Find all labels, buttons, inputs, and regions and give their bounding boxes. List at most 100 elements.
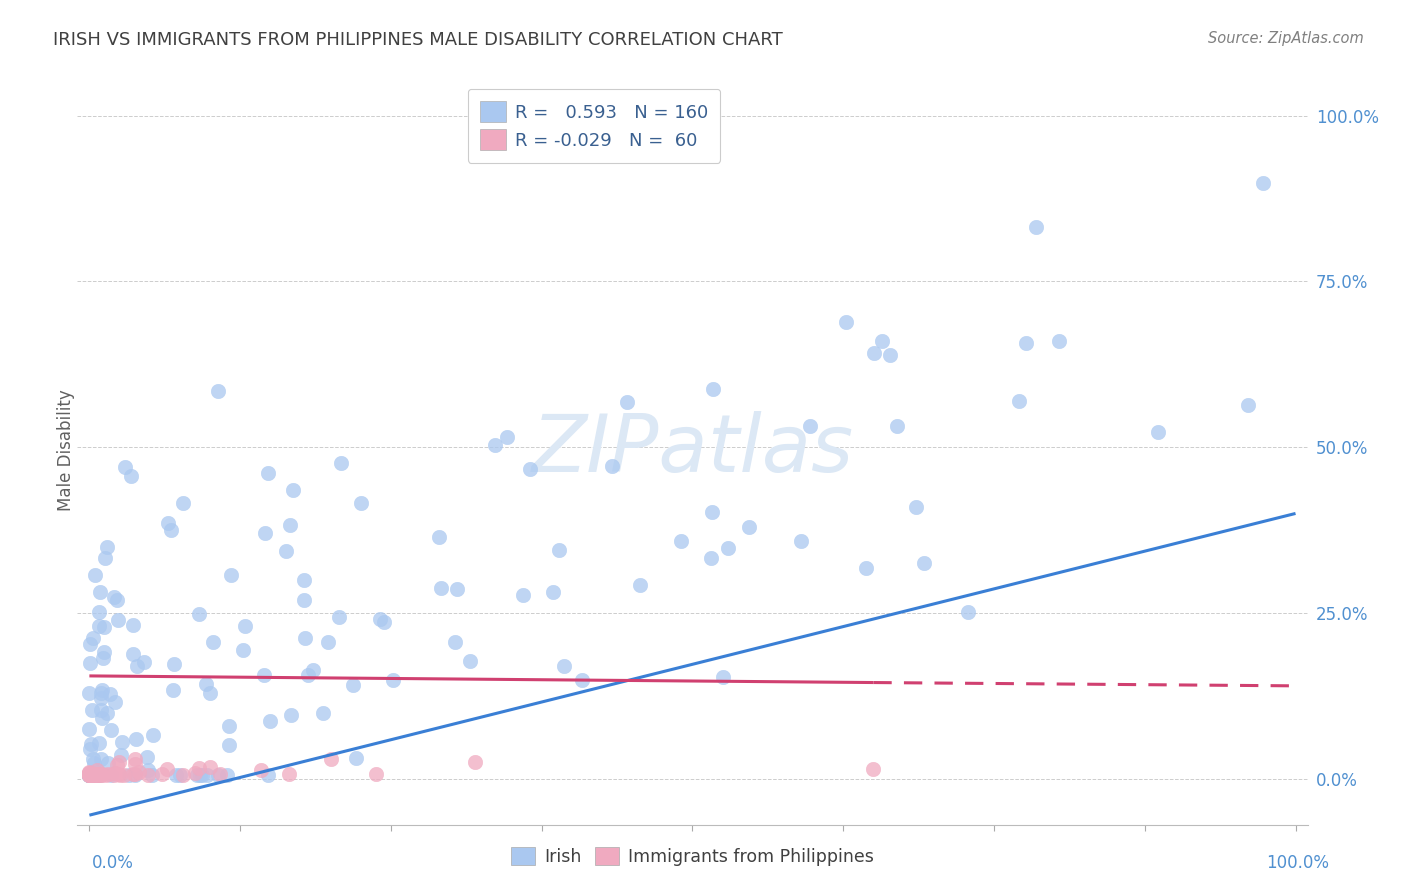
Point bbox=[152, 767, 174, 781]
Point bbox=[86, 765, 108, 780]
Point bbox=[79, 768, 101, 782]
Point bbox=[276, 544, 298, 558]
Point bbox=[702, 505, 724, 519]
Point bbox=[233, 618, 256, 632]
Point bbox=[166, 768, 188, 782]
Point bbox=[80, 766, 103, 780]
Point bbox=[364, 767, 387, 781]
Point bbox=[79, 768, 101, 782]
Point bbox=[512, 588, 534, 602]
Point bbox=[886, 419, 908, 434]
Point bbox=[136, 768, 159, 782]
Point bbox=[292, 574, 315, 588]
Point bbox=[232, 643, 254, 657]
Point bbox=[79, 768, 101, 782]
Point bbox=[79, 768, 101, 782]
Point bbox=[82, 631, 104, 645]
Point bbox=[90, 691, 112, 706]
Point bbox=[215, 768, 238, 782]
Point bbox=[368, 612, 391, 626]
Point bbox=[218, 719, 240, 733]
Point bbox=[80, 703, 103, 717]
Text: ZIPatlas: ZIPatlas bbox=[531, 411, 853, 490]
Point bbox=[128, 764, 150, 779]
Point bbox=[84, 767, 107, 781]
Point bbox=[122, 766, 145, 780]
Point bbox=[93, 620, 115, 634]
Point bbox=[912, 556, 935, 570]
Point bbox=[281, 483, 304, 497]
Point bbox=[100, 723, 122, 738]
Point bbox=[328, 610, 350, 624]
Point bbox=[79, 686, 101, 700]
Point bbox=[90, 767, 112, 781]
Point bbox=[96, 706, 118, 720]
Point bbox=[90, 703, 112, 717]
Point bbox=[122, 647, 145, 661]
Point bbox=[458, 654, 481, 668]
Point bbox=[112, 768, 135, 782]
Point bbox=[79, 766, 101, 780]
Point bbox=[79, 766, 101, 780]
Point bbox=[616, 394, 638, 409]
Legend: Irish, Immigrants from Philippines: Irish, Immigrants from Philippines bbox=[503, 840, 882, 872]
Point bbox=[121, 618, 143, 632]
Point bbox=[373, 615, 395, 629]
Point bbox=[124, 768, 146, 782]
Point bbox=[329, 456, 352, 470]
Point bbox=[90, 752, 112, 766]
Point bbox=[905, 500, 928, 515]
Point bbox=[495, 430, 517, 444]
Point bbox=[136, 750, 159, 764]
Point bbox=[79, 768, 101, 782]
Point bbox=[79, 768, 101, 782]
Point bbox=[86, 766, 108, 780]
Point bbox=[80, 767, 103, 781]
Point bbox=[79, 768, 101, 782]
Point bbox=[82, 768, 104, 782]
Point bbox=[172, 767, 194, 781]
Point bbox=[91, 650, 114, 665]
Point bbox=[188, 768, 211, 782]
Point bbox=[184, 766, 207, 780]
Point bbox=[464, 755, 486, 769]
Point bbox=[1146, 425, 1168, 439]
Point bbox=[541, 585, 564, 599]
Point bbox=[84, 768, 107, 782]
Point bbox=[80, 768, 103, 782]
Point bbox=[1015, 335, 1038, 350]
Point bbox=[863, 345, 886, 359]
Point bbox=[141, 768, 163, 782]
Point bbox=[87, 736, 110, 750]
Point bbox=[87, 768, 110, 782]
Point bbox=[103, 590, 125, 604]
Point bbox=[79, 768, 101, 782]
Point bbox=[319, 752, 342, 766]
Point bbox=[855, 561, 877, 575]
Point bbox=[789, 533, 811, 548]
Point bbox=[82, 752, 104, 766]
Point bbox=[669, 533, 692, 548]
Point bbox=[110, 747, 132, 762]
Point bbox=[254, 526, 277, 541]
Point bbox=[186, 768, 208, 782]
Point bbox=[90, 768, 112, 782]
Point bbox=[253, 668, 276, 682]
Point bbox=[207, 768, 229, 782]
Point bbox=[105, 758, 128, 772]
Point bbox=[89, 767, 111, 781]
Point bbox=[79, 768, 101, 782]
Point bbox=[301, 663, 323, 677]
Point bbox=[188, 761, 211, 775]
Point bbox=[430, 582, 453, 596]
Point bbox=[79, 768, 101, 782]
Point bbox=[799, 419, 821, 434]
Point bbox=[1008, 393, 1031, 408]
Point bbox=[94, 768, 117, 782]
Point bbox=[124, 752, 146, 766]
Point bbox=[484, 438, 506, 452]
Point bbox=[84, 768, 107, 782]
Point bbox=[519, 462, 541, 476]
Point bbox=[250, 763, 273, 777]
Point bbox=[83, 768, 105, 782]
